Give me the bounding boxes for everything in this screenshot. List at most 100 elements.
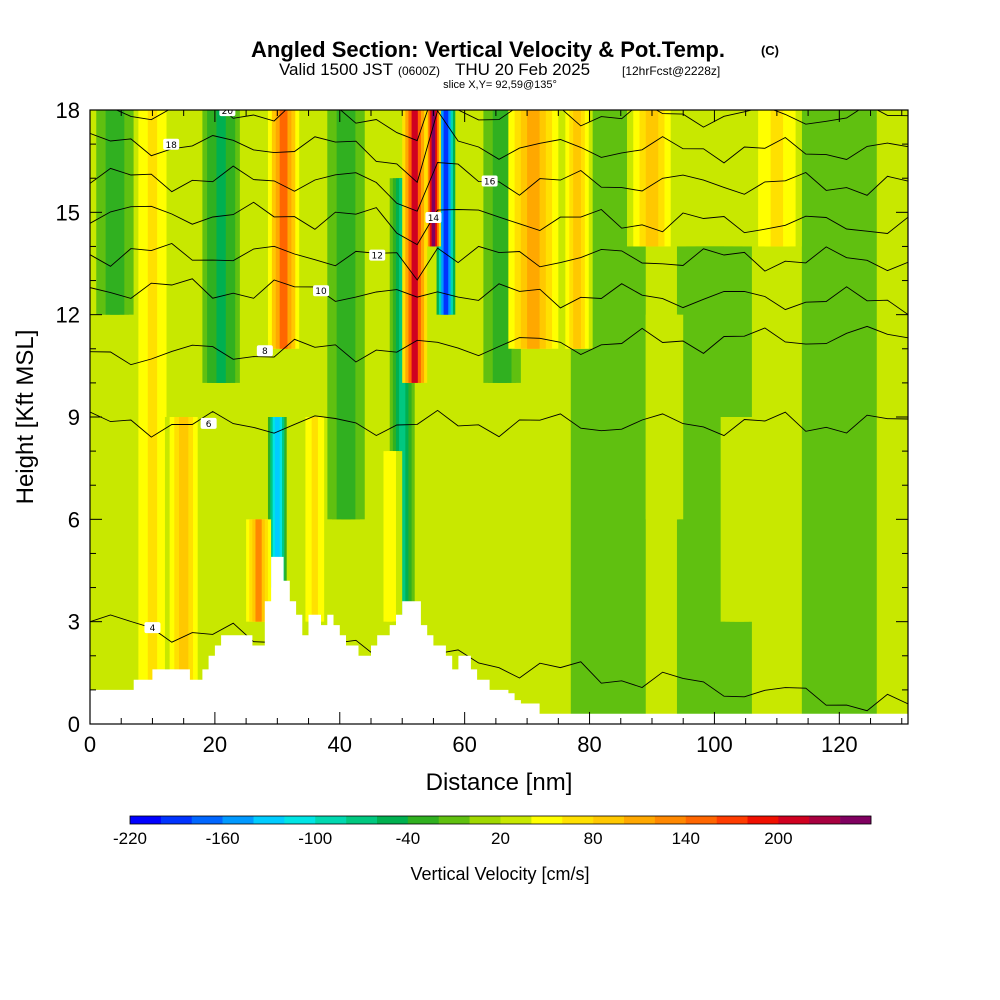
y-tick-label: 9 — [68, 405, 80, 430]
potential-temperature-contours: 4 6 8 10 12 14 16 18 20 — [90, 107, 908, 712]
x-tick-label: 100 — [696, 732, 733, 757]
updraft-band — [431, 110, 436, 247]
subtitle-main: Valid 1500 JST — [279, 60, 393, 79]
colorbar-swatch — [562, 816, 594, 824]
downdraft-band — [341, 110, 351, 520]
colorbar-swatch — [315, 816, 347, 824]
pot-temp-contour — [90, 242, 908, 281]
colorbar-swatch — [685, 816, 717, 824]
downdraft-band — [497, 110, 507, 383]
colorbar-label: Vertical Velocity [cm/s] — [410, 864, 589, 884]
updraft-band — [734, 417, 745, 622]
x-axis-label: Distance [nm] — [426, 769, 573, 796]
chart-title: Angled Section: Vertical Velocity & Pot.… — [251, 37, 725, 62]
pot-temp-contour — [90, 325, 908, 366]
colorbar-swatch — [593, 816, 625, 824]
pot-temp-contour — [90, 201, 908, 246]
colorbar-tick-label: 20 — [491, 829, 510, 848]
y-tick-label: 15 — [56, 200, 80, 225]
colorbar-swatch — [438, 816, 470, 824]
colorbar-swatch — [531, 816, 563, 824]
y-axis-label: Height [Kft MSL] — [12, 330, 39, 505]
pot-temp-contour — [90, 614, 908, 712]
updraft-band — [411, 110, 418, 383]
downdraft-band — [110, 110, 120, 315]
colorbar-tick-label: 200 — [764, 829, 792, 848]
colorbar-swatch — [624, 816, 656, 824]
y-tick-label: 3 — [68, 610, 80, 635]
colorbar-frame — [129, 815, 872, 825]
downdraft-band — [598, 110, 618, 724]
contour-label: 12 — [372, 252, 383, 262]
y-tick-label: 0 — [68, 712, 80, 737]
contour-label-bg — [200, 417, 217, 429]
updraft-band — [573, 110, 581, 349]
contour-label-bg — [163, 138, 180, 150]
updraft-band — [645, 110, 659, 247]
updraft-band — [659, 314, 670, 520]
y-tick-label: 12 — [56, 303, 80, 328]
colorbar-swatch — [469, 816, 501, 824]
contour-label-bg — [425, 212, 442, 224]
y-tick-label: 18 — [56, 98, 80, 123]
colorbar-swatch — [346, 816, 378, 824]
pot-temp-contour — [90, 278, 908, 315]
downdraft-band — [829, 110, 849, 724]
updraft-band — [255, 519, 262, 622]
colorbar — [129, 815, 872, 825]
downdraft-band — [216, 110, 226, 383]
contour-label: 20 — [222, 107, 234, 117]
subtitle-date: THU 20 Feb 2025 — [455, 60, 590, 79]
updraft-band — [527, 110, 540, 349]
x-tick-label: 20 — [203, 732, 227, 757]
colorbar-tick-label: 80 — [584, 829, 603, 848]
colorbar-tick-label: 140 — [672, 829, 700, 848]
colorbar-swatch — [407, 816, 440, 824]
colorbar-ticks: -220 -160 -100 -40 20 80 140 200 — [113, 829, 793, 848]
colorbar-swatch — [840, 816, 872, 824]
downdraft-band — [443, 110, 449, 315]
colorbar-swatch — [654, 816, 687, 824]
colorbar-swatch — [809, 816, 841, 824]
downdraft-band — [274, 417, 280, 588]
colorbar-swatch — [716, 816, 748, 824]
contour-label-bg — [369, 249, 386, 261]
contour-label: 16 — [484, 178, 496, 188]
contour-label: 6 — [206, 420, 212, 430]
colorbar-swatch — [284, 816, 316, 824]
colorbar-swatch — [778, 816, 810, 824]
colorbar-tick-label: -100 — [298, 829, 332, 848]
colorbar-swatch — [500, 816, 532, 824]
contour-label: 18 — [165, 141, 177, 151]
y-tick-label: 6 — [68, 507, 80, 532]
x-axis: 0 20 40 60 80 100 120 — [84, 110, 903, 757]
contour-label-bg — [256, 345, 273, 357]
x-tick-label: 120 — [821, 732, 858, 757]
contour-label-bg — [219, 110, 236, 117]
colorbar-tick-label: -220 — [113, 829, 147, 848]
updraft-band — [279, 110, 288, 349]
downdraft-band — [399, 178, 406, 622]
x-tick-label: 80 — [577, 732, 601, 757]
downdraft-band — [705, 246, 724, 724]
slice-label: slice X,Y= 92,59@135° — [443, 79, 557, 91]
colorbar-swatch — [160, 816, 193, 824]
updraft-band — [386, 451, 393, 622]
title-mark: (C) — [761, 43, 779, 58]
colorbar-swatch — [130, 816, 162, 824]
contour-label: 4 — [150, 624, 156, 634]
pot-temp-contour — [90, 409, 908, 438]
subtitle-zulu: (0600Z) — [398, 64, 440, 78]
x-tick-label: 40 — [328, 732, 352, 757]
vertical-velocity-field — [96, 110, 877, 724]
colorbar-swatch — [747, 816, 779, 824]
pot-temp-contour — [90, 110, 908, 184]
colorbar-swatch — [222, 816, 254, 824]
subtitle-fcst: [12hrFcst@2228z] — [622, 64, 720, 78]
x-tick-label: 60 — [452, 732, 476, 757]
contour-label: 10 — [315, 287, 327, 297]
colorbar-swatch — [191, 816, 223, 824]
pot-temp-contour — [90, 162, 908, 212]
updraft-band — [147, 110, 158, 724]
